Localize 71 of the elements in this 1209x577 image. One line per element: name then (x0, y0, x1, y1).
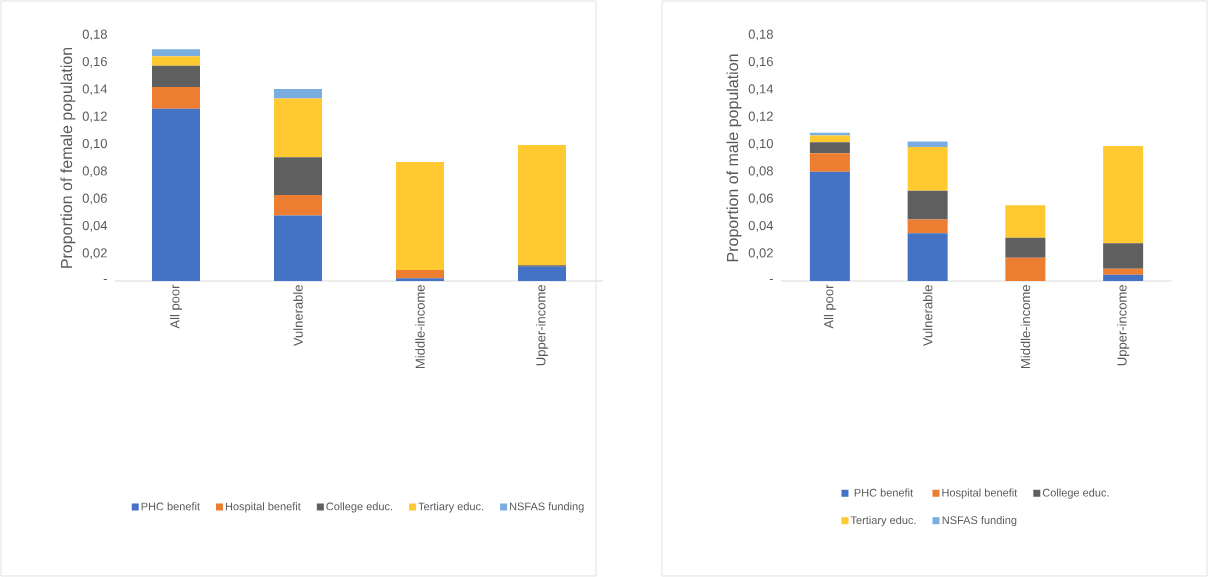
bar (152, 49, 201, 57)
bar (1103, 243, 1144, 269)
bar (152, 65, 201, 87)
legend-label: Tertiary educ. (418, 502, 484, 513)
bar (396, 278, 445, 281)
bar (1005, 205, 1046, 238)
y-tick-label: 0,14 (82, 84, 108, 96)
legend-label: Hospital benefit (225, 502, 301, 513)
bar (274, 215, 323, 281)
bar (396, 270, 445, 279)
bar (274, 98, 323, 158)
bar (809, 142, 850, 154)
x-tick-label: Middle-income (415, 285, 425, 368)
bar (809, 171, 850, 281)
bar (518, 266, 567, 281)
y-tick-label: 0,08 (748, 166, 773, 178)
y-tick-label: 0,12 (748, 111, 773, 123)
y-tick-label: 0,06 (82, 193, 107, 205)
bar (274, 88, 323, 99)
legend-label: Hospital benefit (942, 488, 1018, 499)
y-axis-title: Proportion of female population (60, 47, 76, 268)
legend-label: College educ. (1042, 488, 1109, 499)
y-tick-label: 0,02 (82, 248, 107, 260)
bar (907, 141, 948, 148)
bar (809, 135, 850, 143)
bar (274, 157, 323, 195)
bar (1005, 237, 1046, 258)
y-tick-label: - (769, 279, 773, 281)
bar (809, 153, 850, 172)
y-tick-label: - (103, 279, 107, 281)
bar (152, 86, 201, 109)
bar (152, 108, 201, 281)
y-tick-label: 0,16 (82, 56, 107, 68)
bar (907, 219, 948, 234)
legend-label: Tertiary educ. (850, 515, 916, 527)
y-tick-label: 0,08 (82, 166, 107, 178)
y-tick-label: 0,10 (748, 138, 773, 150)
bar (1103, 268, 1144, 275)
bar (152, 56, 201, 66)
y-tick-label: 0,04 (82, 220, 108, 232)
bar (518, 145, 567, 266)
legend-label: NSFAS funding (509, 502, 584, 513)
y-tick-label: 0,04 (748, 220, 774, 232)
legend-label: PHC benefit (141, 502, 200, 511)
x-tick-label: Upper-income (1117, 285, 1130, 366)
bar (1103, 274, 1144, 281)
x-tick-label: Middle-income (1020, 285, 1031, 368)
bar (907, 233, 948, 281)
x-tick-label: All poor (823, 284, 836, 329)
y-tick-label: 0,02 (748, 248, 773, 260)
y-axis-title: Proportion of male population (726, 54, 742, 262)
x-tick-label: All poor (169, 284, 183, 329)
y-tick-label: 0,06 (748, 193, 773, 205)
y-tick-label: 0,16 (748, 56, 773, 68)
y-tick-label: 0,14 (748, 84, 774, 96)
bar (1005, 257, 1046, 281)
y-tick-label: 0,12 (82, 111, 107, 123)
x-tick-label: Vulnerable (922, 285, 933, 347)
y-tick-label: 0,18 (748, 29, 773, 41)
bar (274, 194, 323, 216)
legend-label: College educ. (326, 502, 393, 513)
y-tick-label: 0,10 (82, 138, 107, 150)
x-tick-label: Vulnerable (293, 285, 303, 347)
legend-label: NSFAS funding (942, 515, 1017, 527)
x-tick-label: Upper-income (535, 285, 549, 366)
bar (1103, 145, 1144, 244)
y-tick-label: 0,18 (82, 29, 107, 41)
bar (907, 190, 948, 220)
bar (396, 162, 445, 271)
legend-label: PHC benefit (854, 488, 914, 497)
bar (907, 147, 948, 191)
